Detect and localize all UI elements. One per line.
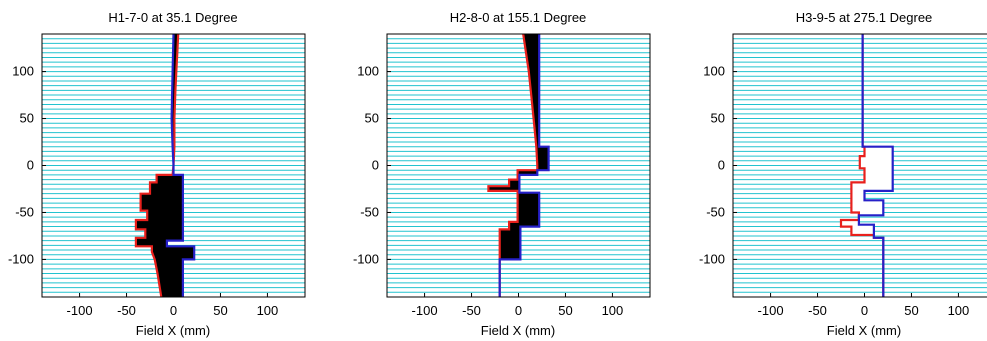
panel-2: H2-8-0 at 155.1 Degree -100 -50 0 50 100 100 5… bbox=[353, 10, 651, 338]
x-tick-label: 50 bbox=[904, 303, 918, 318]
x-tick-label: -50 bbox=[117, 303, 136, 318]
y-tick-label: 0 bbox=[27, 158, 34, 173]
y-tick-label: -100 bbox=[8, 251, 34, 266]
y-tick-label: -100 bbox=[699, 251, 725, 266]
x-tick-label: 0 bbox=[861, 303, 868, 318]
y-tick-label: -50 bbox=[360, 204, 379, 219]
x-tick-label: -50 bbox=[462, 303, 481, 318]
panel-1-title: H1-7-0 at 35.1 Degree bbox=[108, 10, 237, 25]
panel-1-ticks: -100 -50 0 50 100 100 50 0 -50 -100 bbox=[8, 64, 278, 318]
y-tick-label: 50 bbox=[20, 111, 34, 126]
panel-3-profiles bbox=[839, 34, 894, 297]
red-profile-line bbox=[134, 33, 180, 298]
profile-gap-fill bbox=[135, 34, 195, 297]
y-tick-label: 50 bbox=[711, 111, 725, 126]
y-tick-label: 100 bbox=[12, 64, 34, 79]
panel-2-fill bbox=[488, 34, 549, 297]
panel-2-profiles bbox=[487, 33, 550, 297]
panel-2-title: H2-8-0 at 155.1 Degree bbox=[450, 10, 587, 25]
y-tick-label: 50 bbox=[365, 111, 379, 126]
panel-3: H3-9-5 at 275.1 Degree -100 -50 0 50 100 100 5… bbox=[699, 10, 987, 338]
y-tick-label: -100 bbox=[353, 251, 379, 266]
profile-gap-fill bbox=[488, 34, 549, 297]
panel-1-xlabel: Field X (mm) bbox=[136, 323, 210, 338]
y-tick-label: 0 bbox=[372, 158, 379, 173]
panel-1: H1-7-0 at 35.1 Degree -100 -50 0 50 100 100 50… bbox=[8, 10, 306, 338]
red-profile-line bbox=[487, 33, 539, 297]
x-tick-label: 50 bbox=[213, 303, 227, 318]
x-tick-label: 100 bbox=[257, 303, 279, 318]
red-profile-line bbox=[839, 34, 885, 297]
panel-3-fill bbox=[841, 34, 893, 297]
panel-2-xlabel: Field X (mm) bbox=[481, 323, 555, 338]
y-tick-label: 100 bbox=[357, 64, 379, 79]
blue-profile-line bbox=[857, 34, 894, 297]
blue-profile-line bbox=[498, 34, 550, 297]
x-tick-label: -100 bbox=[412, 303, 438, 318]
blue-profile-line bbox=[165, 33, 196, 297]
y-tick-label: -50 bbox=[706, 204, 725, 219]
x-tick-label: -50 bbox=[808, 303, 827, 318]
panel-1-profiles bbox=[134, 33, 196, 298]
profile-gap-fill bbox=[841, 34, 893, 297]
x-tick-label: 100 bbox=[602, 303, 624, 318]
y-tick-label: 0 bbox=[718, 158, 725, 173]
x-tick-label: 50 bbox=[558, 303, 572, 318]
x-tick-label: 0 bbox=[170, 303, 177, 318]
panel-1-fill bbox=[135, 34, 195, 297]
x-tick-label: -100 bbox=[67, 303, 93, 318]
panel-2-ticks: -100 -50 0 50 100 100 50 0 -50 -100 bbox=[353, 64, 623, 318]
panel-3-xlabel: Field X (mm) bbox=[827, 323, 901, 338]
x-tick-label: 100 bbox=[948, 303, 970, 318]
x-tick-label: -100 bbox=[758, 303, 784, 318]
y-tick-label: -50 bbox=[15, 204, 34, 219]
panel-3-ticks: -100 -50 0 50 100 100 50 0 -50 -100 bbox=[699, 64, 969, 318]
panel-3-title: H3-9-5 at 275.1 Degree bbox=[796, 10, 933, 25]
x-tick-label: 0 bbox=[515, 303, 522, 318]
y-tick-label: 100 bbox=[703, 64, 725, 79]
